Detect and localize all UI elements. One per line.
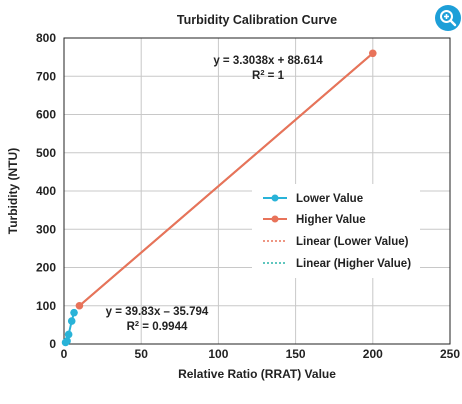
x-tick-label: 50 bbox=[135, 347, 149, 361]
x-tick-label: 250 bbox=[440, 347, 460, 361]
legend-label: Linear (Lower Value) bbox=[296, 236, 409, 248]
legend-item-linear-lower: Linear (Lower Value) bbox=[263, 236, 409, 248]
chart-title: Turbidity Calibration Curve bbox=[177, 13, 337, 27]
legend-item-lower-value: Lower Value bbox=[263, 193, 363, 205]
x-axis-ticks: 0 50 100 150 200 250 bbox=[61, 347, 461, 361]
data-point bbox=[75, 301, 84, 310]
y-tick-label: 300 bbox=[36, 222, 56, 236]
data-point bbox=[67, 317, 76, 325]
data-point bbox=[63, 337, 71, 345]
data-point bbox=[64, 330, 73, 339]
zoom-in-icon bbox=[440, 10, 457, 27]
y-tick-label: 200 bbox=[36, 261, 56, 275]
equation-higher: y = 3.3038x + 88.614 bbox=[213, 55, 323, 67]
x-tick-label: 200 bbox=[363, 347, 383, 361]
y-tick-label: 500 bbox=[36, 146, 56, 160]
legend-label: Lower Value bbox=[296, 193, 363, 205]
y-tick-label: 400 bbox=[36, 184, 56, 198]
legend-label: Linear (Higher Value) bbox=[296, 258, 411, 270]
y-tick-label: 600 bbox=[36, 108, 56, 122]
x-tick-label: 150 bbox=[286, 347, 306, 361]
x-tick-label: 100 bbox=[208, 347, 228, 361]
legend-item-linear-higher: Linear (Higher Value) bbox=[263, 258, 411, 270]
y-tick-label: 100 bbox=[36, 299, 56, 313]
r2-higher: R2 = 1 bbox=[252, 68, 285, 82]
equation-lower: y = 39.83x – 35.794 bbox=[106, 306, 209, 318]
y-tick-label: 700 bbox=[36, 69, 56, 83]
y-axis-label: Turbidity (NTU) bbox=[6, 148, 20, 234]
legend-item-higher-value: Higher Value bbox=[263, 214, 366, 226]
legend: Lower Value Higher Value Linear (Lower V… bbox=[252, 184, 420, 278]
series-line-1 bbox=[78, 52, 374, 307]
legend-label: Higher Value bbox=[296, 214, 366, 226]
series-layer bbox=[61, 49, 377, 347]
data-point bbox=[70, 308, 78, 317]
zoom-button[interactable] bbox=[435, 5, 461, 31]
x-axis-label: Relative Ratio (RRAT) Value bbox=[178, 367, 336, 381]
plot-area bbox=[63, 37, 451, 345]
y-tick-label: 0 bbox=[49, 337, 56, 351]
r2-lower: R2 = 0.9944 bbox=[127, 319, 188, 333]
y-axis-ticks: 0 100 200 300 400 500 600 700 800 bbox=[36, 31, 56, 351]
y-tick-label: 800 bbox=[36, 31, 56, 45]
x-tick-label: 0 bbox=[61, 347, 68, 361]
data-point bbox=[369, 49, 377, 58]
